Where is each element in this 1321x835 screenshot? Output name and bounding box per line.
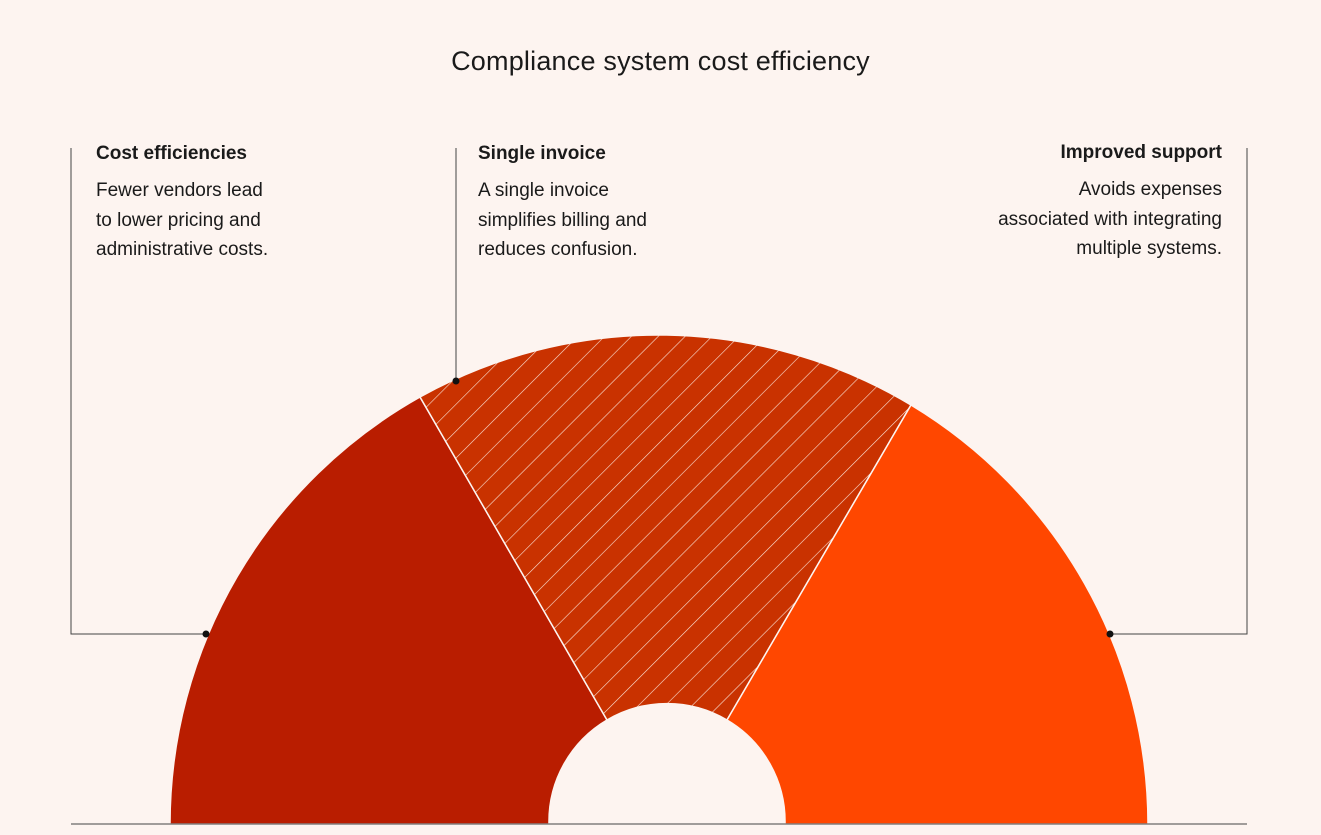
callout-improved-support: Improved support Avoids expenses associa… xyxy=(930,141,1222,264)
leader-line-cost-efficiencies xyxy=(70,148,206,635)
callout-body: Fewer vendors lead to lower pricing and … xyxy=(96,180,269,260)
leader-dot xyxy=(1106,630,1114,638)
leader-dot xyxy=(202,630,210,638)
segment-single-invoice xyxy=(418,334,913,722)
leader-dots xyxy=(202,377,1114,638)
diagram-title: Compliance system cost efficiency xyxy=(451,46,870,76)
leader-dot xyxy=(452,377,460,385)
callout-title: Improved support xyxy=(1060,142,1222,163)
callout-title: Cost efficiencies xyxy=(96,143,247,164)
segment-improved-support xyxy=(725,403,1149,825)
callout-cost-efficiencies: Cost efficiencies Fewer vendors lead to … xyxy=(96,142,336,265)
leader-line-improved-support xyxy=(1110,148,1248,635)
callout-single-invoice: Single invoice A single invoice simplifi… xyxy=(478,142,718,265)
segment-cost-efficiencies xyxy=(169,395,609,825)
callout-body: A single invoice simplifies billing and … xyxy=(478,180,647,260)
callout-title: Single invoice xyxy=(478,143,606,164)
leader-lines xyxy=(70,148,1248,635)
callout-body: Avoids expenses associated with integrat… xyxy=(998,179,1222,259)
